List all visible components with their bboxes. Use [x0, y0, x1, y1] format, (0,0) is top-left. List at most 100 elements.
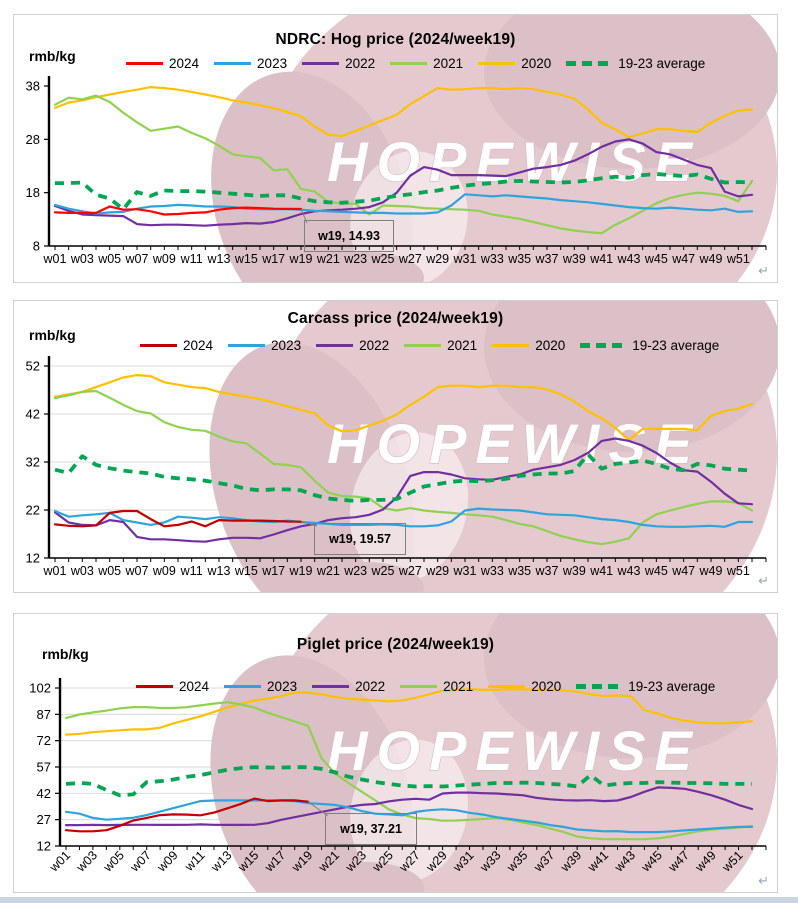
x-axis-tick-label: w03: [73, 848, 100, 875]
chart-title-piglet-price: Piglet price (2024/week19): [296, 636, 495, 653]
x-axis-tick-label: w07: [125, 252, 149, 266]
legend-item-2020: 2020: [488, 679, 561, 694]
x-axis-tick-label: w11: [180, 564, 203, 578]
x-axis-tick-label: w41: [589, 252, 613, 266]
legend-item-2020: 2020: [478, 56, 551, 71]
x-axis-tick-label: w17: [261, 252, 285, 266]
page-bottom-strip: [0, 897, 798, 903]
x-axis-tick-label: w45: [644, 252, 668, 266]
legend-item-19-23-average: 19-23 average: [566, 56, 705, 71]
x-axis-tick-label: w39: [562, 564, 586, 578]
legend-label: 2023: [267, 679, 298, 694]
x-axis-tick-label: w15: [234, 252, 258, 266]
x-axis-tick-label: w49: [699, 564, 723, 578]
annotation-box-w19: w19, 19.57: [314, 523, 406, 555]
x-axis-tick-label: w13: [207, 564, 231, 578]
x-axis-tick-label: w07: [125, 564, 149, 578]
y-axis-tick-label: 8: [33, 239, 40, 254]
chart-panel-carcass-price: HOPEWISE 12 22 32 42 52 w01 w03 w05 w07 w09 w11 w13 w…: [13, 300, 778, 593]
series-line-2023: [53, 193, 754, 215]
x-axis-tick-label: w17: [261, 564, 285, 578]
x-axis-tick-label: w39: [562, 252, 586, 266]
y-axis-unit-label: rmb/kg: [29, 327, 76, 343]
legend-swatch-2023: [228, 344, 266, 347]
chart-panel-piglet-price: HOPEWISE 12 27 42 57 72 87 102 w01 w03 w05 w07 w09 w1…: [13, 613, 778, 893]
legend-swatch-19-23-average: [576, 684, 623, 689]
x-axis-tick-label: w09: [152, 564, 176, 578]
legend-label: 19-23 average: [618, 56, 706, 71]
chart-title-carcass-price: Carcass price (2024/week19): [287, 310, 504, 327]
legend-item-2022: 2022: [302, 56, 375, 71]
hopewise-watermark: HOPEWISE: [211, 15, 777, 282]
y-axis-tick-label: 52: [26, 359, 40, 374]
hopewise-watermark: HOPEWISE: [210, 614, 777, 892]
legend-swatch-19-23-average: [580, 343, 627, 348]
series-line-2021: [64, 701, 754, 841]
legend-swatch-2024: [136, 685, 173, 688]
legend-item-2020: 2020: [492, 338, 565, 353]
legend-label: 2023: [257, 56, 288, 71]
x-axis-tick-label: w09: [154, 848, 181, 875]
legend-label: 19-23 average: [628, 679, 716, 694]
legend-label: 2024: [179, 679, 210, 694]
x-axis-tick-label: w05: [97, 564, 121, 578]
legend-item-2023: 2023: [228, 338, 301, 353]
x-axis-tick-label: w23: [343, 564, 367, 578]
x-axis-tick-label: w31: [453, 252, 477, 266]
x-axis-tick-label: w05: [97, 252, 121, 266]
series-line-2020: [64, 687, 754, 736]
legend-item-2022: 2022: [312, 679, 385, 694]
x-axis-tick-label: w29: [425, 252, 449, 266]
x-axis-tick-label: w35: [507, 564, 531, 578]
x-axis-tick-label: w47: [671, 252, 695, 266]
x-axis-tick-label: w15: [234, 564, 258, 578]
legend-swatch-2020: [492, 344, 530, 347]
y-axis-unit-label: rmb/kg: [29, 48, 76, 64]
series-line-2022: [64, 786, 754, 827]
legend-swatch-2022: [302, 62, 340, 65]
x-axis-tick-label: w19: [289, 252, 313, 266]
x-axis-tick-label: w37: [535, 252, 559, 266]
series-line-2020: [53, 373, 754, 441]
y-axis-tick-label: 38: [26, 79, 40, 94]
legend-label: 2020: [521, 56, 552, 71]
x-axis-tick-label: w03: [70, 564, 94, 578]
x-axis-tick-label: w35: [507, 252, 531, 266]
y-axis-tick-label: 22: [26, 503, 40, 518]
legend-swatch-2023: [224, 685, 262, 688]
x-axis-tick-label: w05: [100, 848, 127, 875]
legend-swatch-2022: [316, 344, 354, 347]
x-axis-tick-label: w27: [398, 564, 422, 578]
legend-label: 2021: [433, 56, 464, 71]
series-line-19-23-average: [54, 452, 753, 503]
y-axis-unit-label: rmb/kg: [42, 646, 89, 662]
x-axis-tick-label: w37: [535, 564, 559, 578]
legend-label: 2024: [169, 56, 200, 71]
paragraph-mark-icon: ↵: [758, 873, 769, 888]
legend-item-2024: 2024: [136, 679, 209, 694]
legend-item-2021: 2021: [390, 56, 463, 71]
x-axis-tick-label: w11: [180, 252, 203, 266]
x-axis-tick-label: w43: [617, 564, 641, 578]
y-axis-tick-label: 72: [37, 733, 51, 748]
x-axis-tick-label: w21: [316, 564, 340, 578]
x-axis-tick-label: w13: [208, 848, 235, 875]
legend-label: 19-23 average: [632, 338, 720, 353]
legend-item-19-23-average: 19-23 average: [576, 679, 715, 694]
legend-label: 2023: [271, 338, 302, 353]
legend-item-2021: 2021: [404, 338, 477, 353]
series-line-2024: [53, 509, 303, 528]
chart-legend: 2024 2023 2022 2021 2020 19-23 average: [136, 679, 715, 694]
y-axis-tick-label: 102: [29, 681, 51, 696]
series-line-2024: [53, 205, 303, 216]
y-axis-tick-label: 42: [37, 786, 51, 801]
series-line-19-23-average: [65, 765, 752, 798]
x-axis-tick-label: w21: [316, 252, 340, 266]
legend-swatch-19-23-average: [566, 61, 613, 66]
legend-item-19-23-average: 19-23 average: [580, 338, 719, 353]
x-axis-tick-label: w49: [699, 252, 723, 266]
y-axis-tick-label: 42: [26, 407, 40, 422]
legend-label: 2020: [535, 338, 566, 353]
